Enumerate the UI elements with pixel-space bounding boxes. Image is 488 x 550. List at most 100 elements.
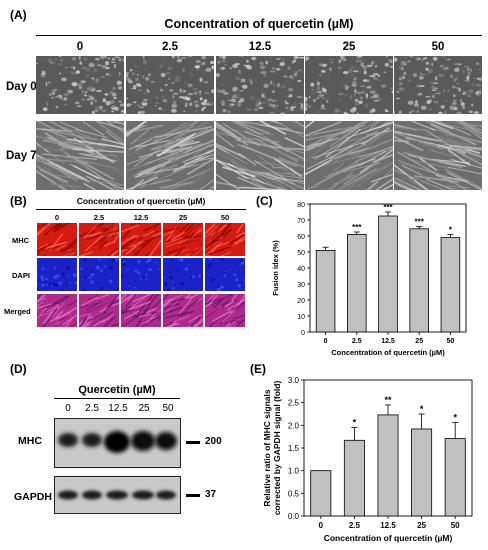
bar <box>411 428 433 517</box>
y-tick-label: 70 <box>297 218 305 225</box>
panel-a-conc-label: 12.5 <box>248 41 272 53</box>
panel-b-title-rule <box>36 209 246 210</box>
y-axis-label: corrected by GAPDH signal (fold) <box>272 381 282 516</box>
panel-a-conc-label: 2.5 <box>162 41 178 53</box>
mhc-ratio-chart: 0.0 0.5 1.0 1.5 2.0 2.5 3.0 0 * 2.5 ** 12.5 * 25 * 50 Co… <box>262 376 473 543</box>
fluorescence-image <box>78 293 120 328</box>
panel-a-title-rule <box>36 35 482 36</box>
micrograph-day0 <box>36 56 124 114</box>
panel-d-title-rule <box>54 398 180 399</box>
micrograph-day0 <box>305 56 393 114</box>
panel-b-label: (B) <box>10 194 27 208</box>
significance-marker: *** <box>415 217 425 226</box>
panel-a-title: Concentration of quercetin (µM) <box>164 17 354 31</box>
x-tick-label: 0 <box>319 521 324 530</box>
y-axis-label: Fusion idex (%) <box>271 240 280 296</box>
panel-e-label: (E) <box>250 362 266 376</box>
x-axis-label: Concentration of quercetin (µM) <box>324 533 453 543</box>
y-tick-label: 0.5 <box>288 489 300 498</box>
bar <box>409 228 429 333</box>
y-tick-label: 60 <box>297 234 305 241</box>
y-tick-label: 30 <box>297 282 305 289</box>
marker-tick-37 <box>186 494 200 497</box>
x-tick-label: 50 <box>451 521 460 530</box>
micrograph-day0 <box>126 56 214 114</box>
significance-marker: ** <box>384 395 392 405</box>
x-tick-label: 2.5 <box>352 338 362 345</box>
y-tick-label: 3.0 <box>288 376 300 385</box>
blot-label-mhc: MHC <box>18 435 42 447</box>
y-tick-label: 20 <box>297 298 305 305</box>
bar <box>343 439 365 517</box>
micrograph-day7 <box>36 121 124 190</box>
fluorescence-image <box>36 222 78 257</box>
panel-a-conc-label: 50 <box>431 41 445 53</box>
y-tick-label: 2.0 <box>288 421 300 430</box>
panel-d-label: (D) <box>10 362 27 376</box>
western-blot-mhc <box>54 418 181 468</box>
panel-a-conc-label: 25 <box>342 41 356 53</box>
bar <box>440 237 461 333</box>
significance-marker: *** <box>352 223 362 232</box>
marker-200: 200 <box>205 436 222 447</box>
fluorescence-image <box>120 293 162 328</box>
fluorescence-image <box>36 293 78 328</box>
bar <box>377 414 399 517</box>
blot-label-gapdh: GAPDH <box>14 491 52 503</box>
bar <box>310 470 332 517</box>
significance-marker: * <box>453 413 457 423</box>
x-tick-label: 25 <box>417 521 426 530</box>
x-tick-label: 2.5 <box>349 521 361 530</box>
x-tick-label: 12.5 <box>381 338 395 345</box>
x-tick-label: 0 <box>324 338 328 345</box>
x-tick-label: 12.5 <box>380 521 396 530</box>
panel-a-row-label: Day 7 <box>6 150 37 162</box>
micrograph-day7 <box>394 121 482 190</box>
fluorescence-image <box>162 257 204 292</box>
bar <box>347 234 367 333</box>
bar <box>315 250 336 333</box>
micrograph-day7 <box>216 121 304 190</box>
panel-d-conc-label: 0 <box>65 403 71 414</box>
fluorescence-image <box>204 257 246 292</box>
y-tick-label: 1.5 <box>288 444 300 453</box>
marker-tick-200 <box>186 441 200 444</box>
panel-a-conc-label: 0 <box>76 41 84 53</box>
panel-a-label: (A) <box>10 8 27 22</box>
y-tick-label: 10 <box>297 314 305 321</box>
y-tick-label: 1.0 <box>288 467 300 476</box>
panel-b-row-label: DAPI <box>12 271 30 280</box>
y-tick-label: 2.5 <box>288 399 300 408</box>
significance-marker: * <box>420 404 424 414</box>
fluorescence-image <box>78 222 120 257</box>
panel-b-title: Concentration of quercetin (µM) <box>76 196 206 206</box>
bar <box>378 215 398 333</box>
x-tick-label: 50 <box>447 338 455 345</box>
bar <box>444 438 466 517</box>
significance-marker: * <box>449 225 453 234</box>
fusion-index-chart: 010203040506070800***2.5***12.5***25*50C… <box>271 202 467 357</box>
fluorescence-image <box>36 257 78 292</box>
micrograph-day0 <box>216 56 304 114</box>
panel-b-conc-label: 50 <box>220 213 230 222</box>
panel-b-conc-label: 12.5 <box>133 213 149 222</box>
fluorescence-image <box>78 257 120 292</box>
panel-d-conc-label: 25 <box>138 403 150 414</box>
fluorescence-image <box>162 222 204 257</box>
y-axis-label: Relative ratio of MHC signals <box>262 389 272 506</box>
y-tick-label: 0.0 <box>288 512 300 521</box>
fluorescence-image <box>204 222 246 257</box>
panel-b-conc-label: 2.5 <box>93 213 105 222</box>
panel-d-conc-label: 50 <box>162 403 174 414</box>
significance-marker: *** <box>383 203 393 212</box>
y-tick-label: 50 <box>297 250 305 257</box>
panel-b-row-label: Merged <box>4 307 31 316</box>
panel-d-title: Quercetin (µM) <box>78 384 156 396</box>
x-axis-label: Concentration of quercetin (µM) <box>331 348 445 357</box>
fluorescence-image <box>204 293 246 328</box>
panel-c-label: (C) <box>256 194 273 208</box>
panel-b-row-label: MHC <box>12 236 30 245</box>
micrograph-day7 <box>126 121 214 190</box>
panel-a-row-label: Day 0 <box>6 81 37 93</box>
y-tick-label: 0 <box>301 330 305 337</box>
